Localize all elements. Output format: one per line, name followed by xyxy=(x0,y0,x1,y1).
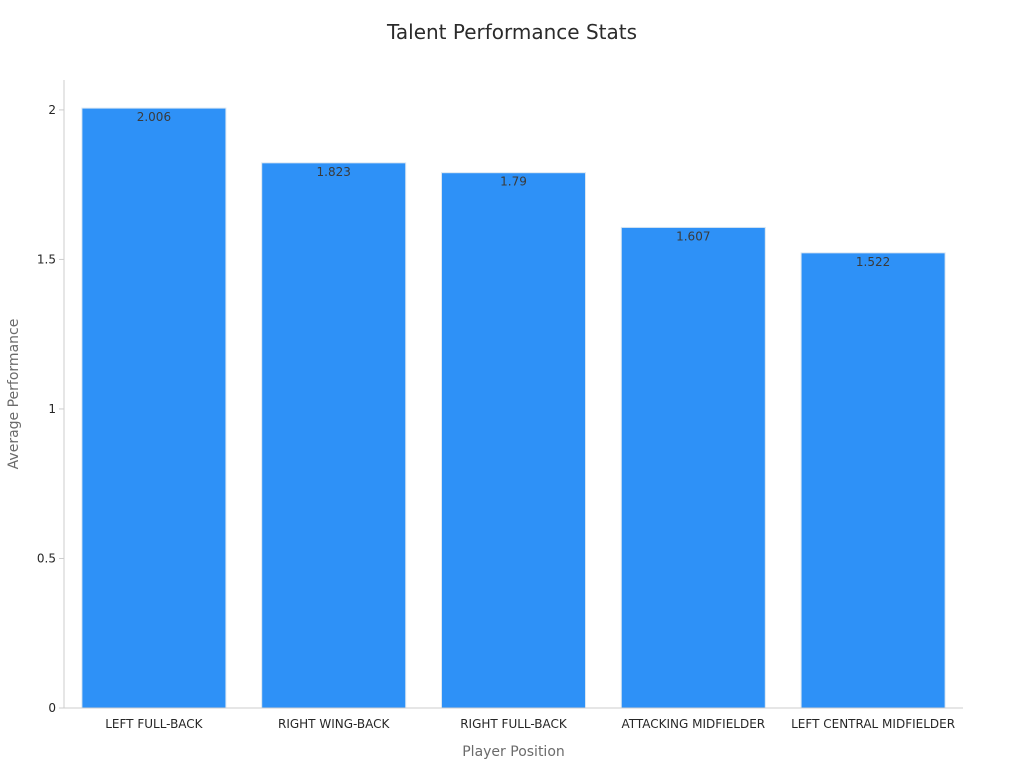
y-tick-label: 0.5 xyxy=(37,551,56,565)
bar-value-label: 2.006 xyxy=(137,110,171,124)
x-tick-label: LEFT FULL-BACK xyxy=(105,717,203,731)
y-ticks-group: 0 0.5 1 1.5 2 xyxy=(37,103,64,715)
x-ticks-group: LEFT FULL-BACK RIGHT WING-BACK RIGHT FULL-… xyxy=(105,717,955,731)
chart-title: Talent Performance Stats xyxy=(386,20,638,44)
y-tick-label: 2 xyxy=(48,103,56,117)
x-tick-label: RIGHT FULL-BACK xyxy=(460,717,568,731)
y-tick-label: 0 xyxy=(48,701,56,715)
bar-value-label: 1.823 xyxy=(317,165,351,179)
bar xyxy=(261,162,407,709)
bar xyxy=(800,252,946,709)
x-tick-label: LEFT CENTRAL MIDFIELDER xyxy=(791,717,955,731)
bars-group: 2.006 1.823 1.79 1.607 1.522 xyxy=(81,107,946,709)
x-axis-title: Player Position xyxy=(462,744,565,760)
x-tick-label: RIGHT WING-BACK xyxy=(278,717,391,731)
y-tick-label: 1.5 xyxy=(37,252,56,266)
y-tick-label: 1 xyxy=(48,402,56,416)
bar xyxy=(441,172,586,709)
bar xyxy=(620,226,766,709)
y-axis-title: Average Performance xyxy=(6,319,22,470)
bar-value-label: 1.607 xyxy=(676,229,710,243)
x-tick-label: ATTACKING MIDFIELDER xyxy=(621,717,765,731)
bar-value-label: 1.522 xyxy=(856,255,890,269)
bar xyxy=(81,107,227,709)
bar-value-label: 1.79 xyxy=(500,175,527,189)
